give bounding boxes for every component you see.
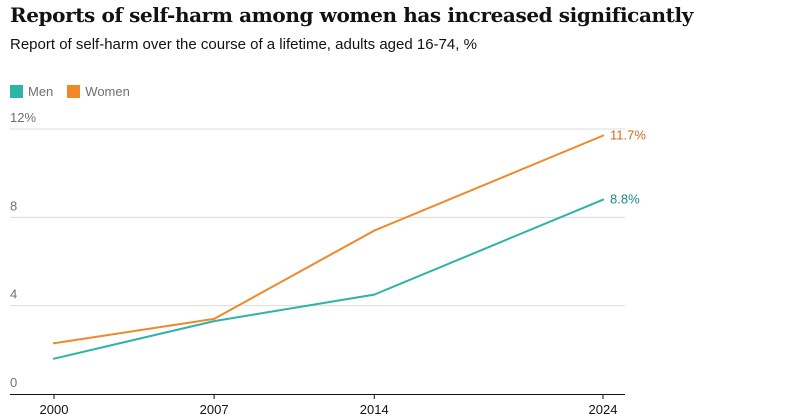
legend-swatch-men	[10, 85, 23, 98]
legend-item-men: Men	[10, 84, 53, 99]
series-line-women	[53, 134, 604, 345]
x-tick-label-2014: 2014	[360, 402, 389, 417]
legend-item-women: Women	[67, 84, 130, 99]
data-point-men-2024	[602, 198, 604, 201]
x-tick-label-2024: 2024	[589, 402, 618, 417]
data-point-men-2014	[373, 293, 376, 296]
data-point-women-2024	[602, 134, 604, 137]
legend-swatch-women	[67, 85, 81, 98]
x-tick-label-2007: 2007	[200, 402, 229, 417]
chart-legend: Men Women	[10, 84, 144, 99]
legend-label-women: Women	[85, 84, 130, 99]
y-tick-label-0: 0	[10, 375, 17, 390]
end-label-women: 11.7%	[610, 128, 646, 143]
end-label-men: 8.8%	[610, 192, 640, 207]
x-axis: 2000 2007 2014 2024	[10, 394, 625, 417]
y-tick-label-12: 12%	[10, 110, 36, 125]
y-tick-label-8: 8	[10, 198, 17, 213]
y-tick-label-4: 4	[10, 287, 17, 302]
chart-subtitle: Report of self-harm over the course of a…	[10, 36, 477, 53]
y-axis-labels: 0 4 8 12%	[10, 110, 36, 390]
data-point-women-2007	[213, 317, 216, 320]
legend-label-men: Men	[28, 84, 54, 99]
x-tick-label-2000: 2000	[40, 402, 69, 417]
data-point-men-2007	[213, 320, 216, 323]
chart-title: Reports of self-harm among women has inc…	[10, 3, 693, 27]
gridlines	[10, 128, 625, 307]
data-point-women-2014	[373, 229, 376, 232]
data-point-women-2000	[53, 342, 55, 345]
end-labels: 8.8% 11.7%	[610, 128, 646, 207]
data-point-men-2000	[53, 357, 55, 360]
series-line-men	[53, 198, 604, 360]
series-lines	[53, 134, 604, 360]
